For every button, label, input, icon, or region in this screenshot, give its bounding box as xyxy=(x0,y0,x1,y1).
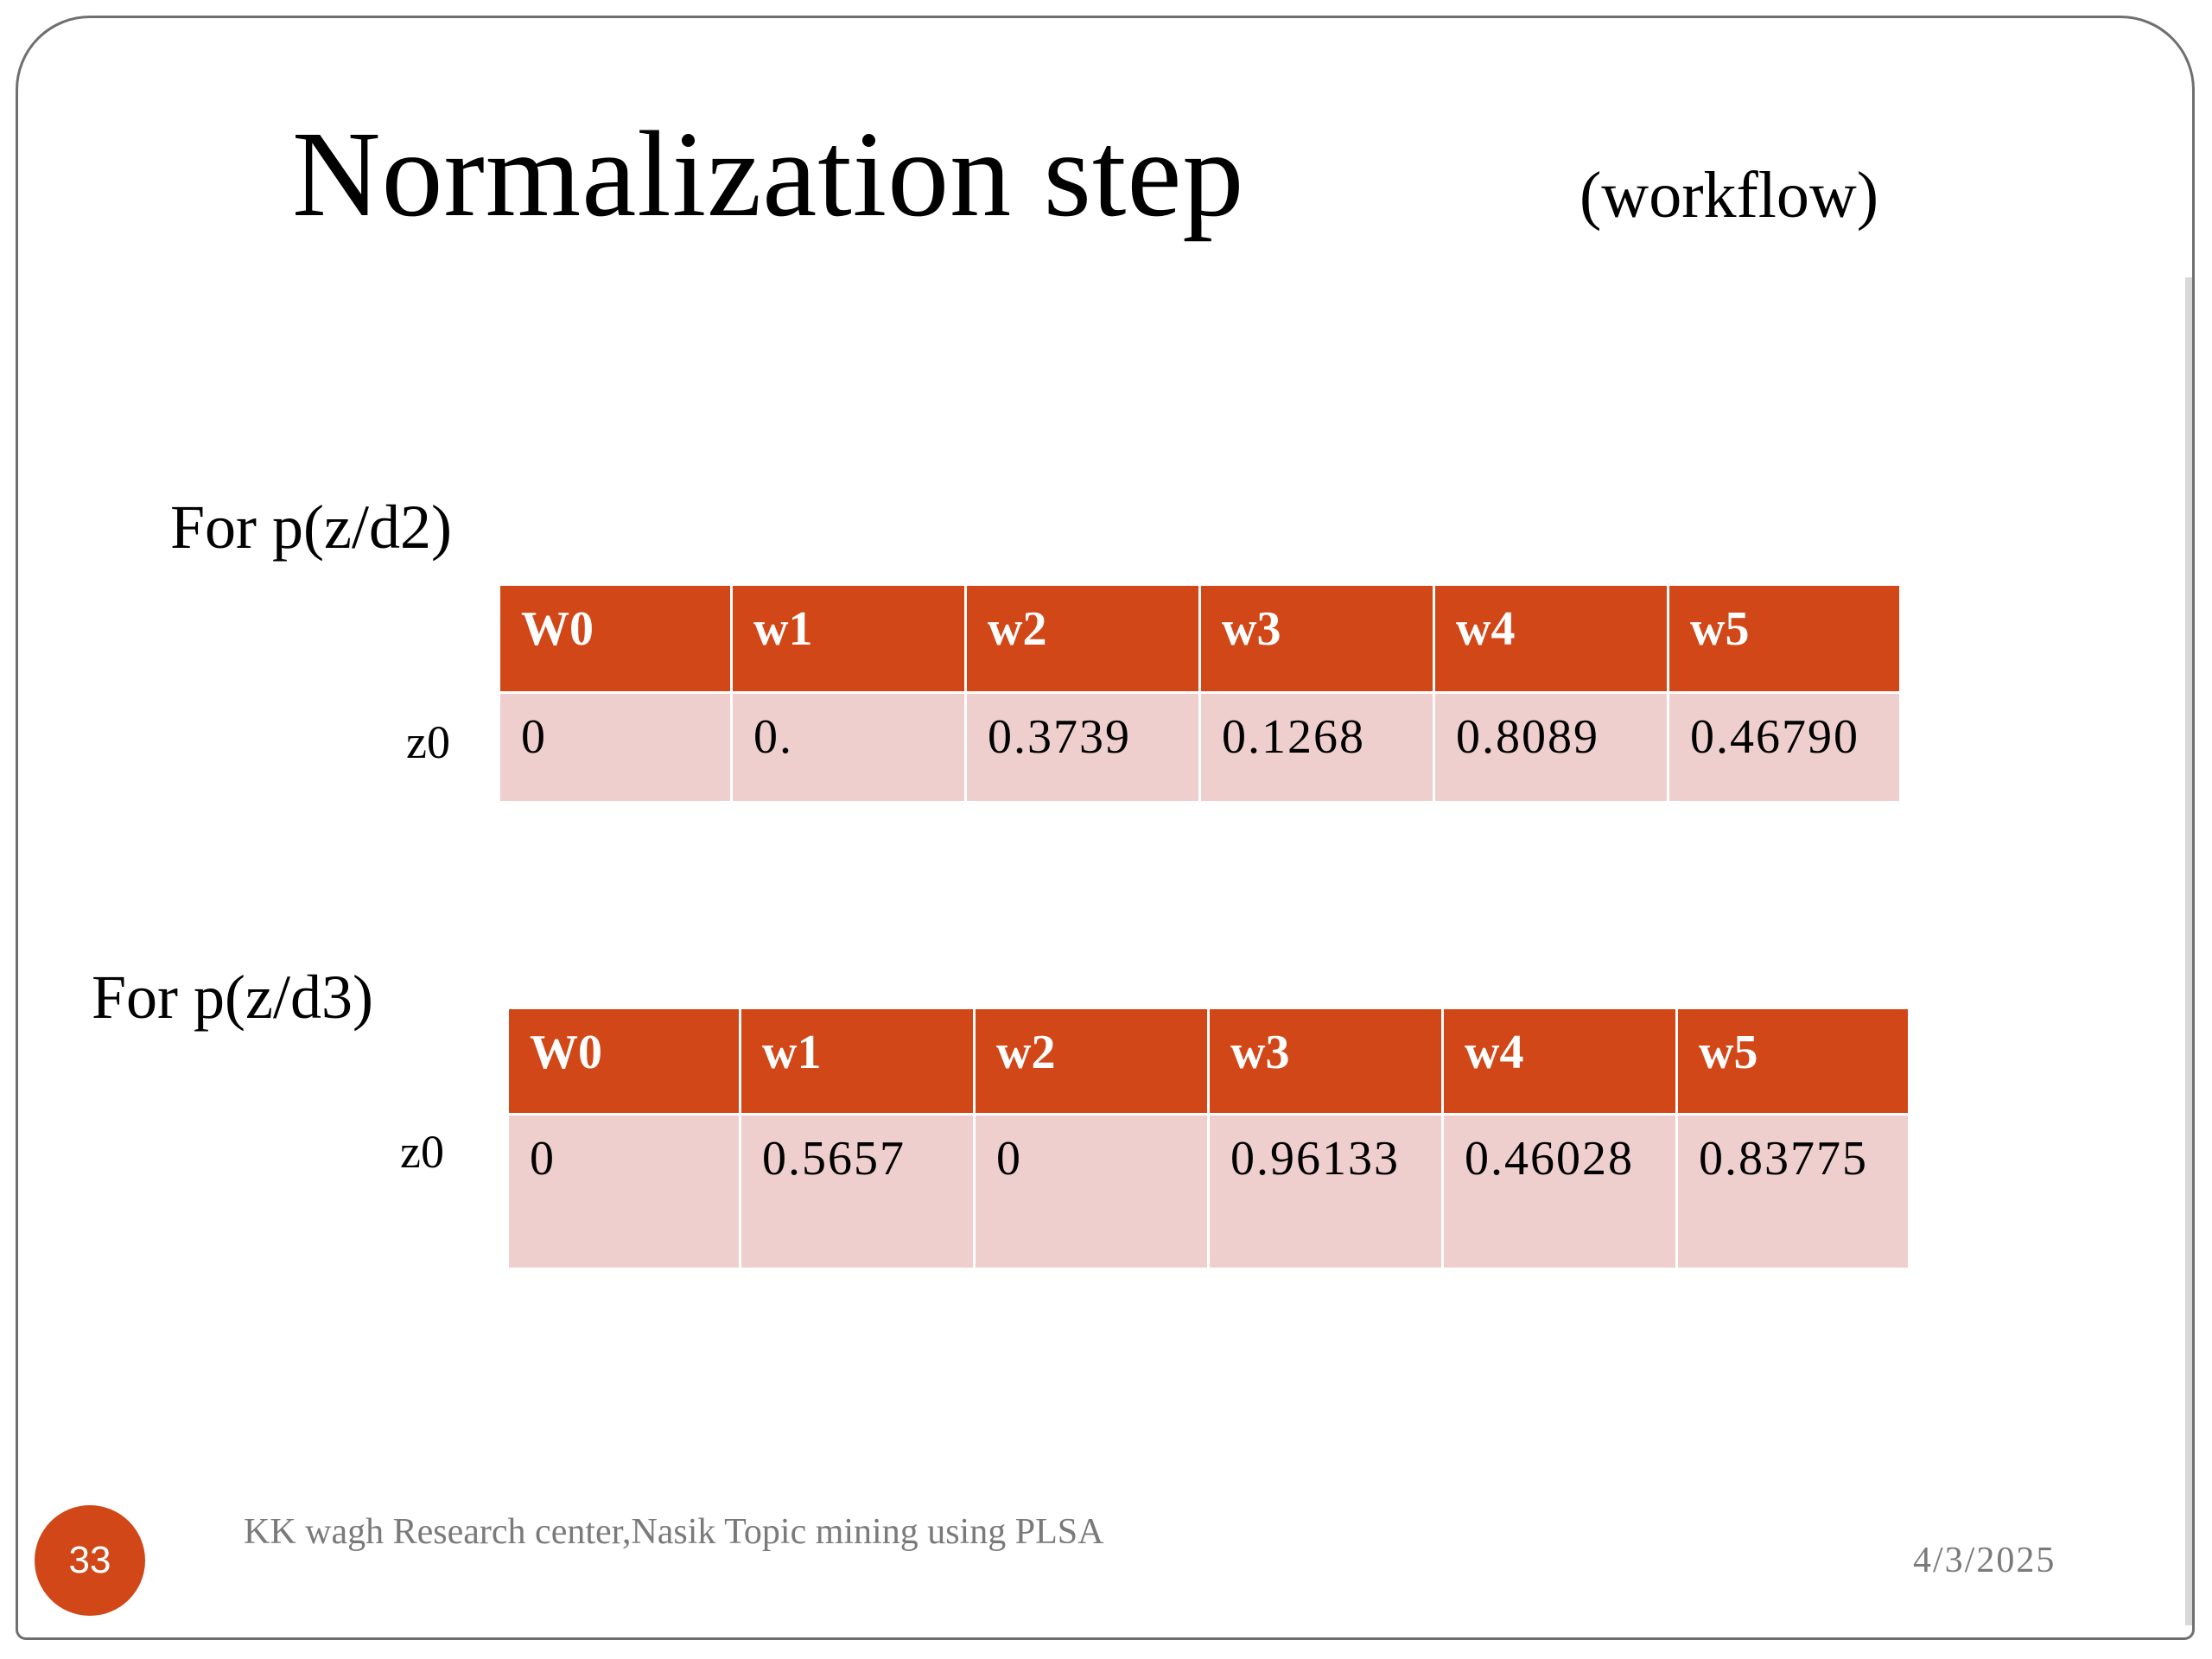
value-cell-w5: 0.83775 xyxy=(1678,1116,1908,1268)
header-cell-w3: w3 xyxy=(1201,586,1433,691)
value-cell-w5: 0.46790 xyxy=(1669,694,1899,801)
header-cell-w5: w5 xyxy=(1669,586,1899,691)
slide-frame xyxy=(16,16,2195,1640)
value-cell-w0: 0 xyxy=(509,1116,739,1268)
table-header-row: W0 w1 w2 w3 w4 w5 xyxy=(509,1009,1908,1113)
header-cell-w3: w3 xyxy=(1210,1009,1441,1113)
row-label-d3: z0 xyxy=(400,1126,444,1178)
header-cell-w0: W0 xyxy=(500,586,730,691)
footer-date: 4/3/2025 xyxy=(1913,1541,2056,1580)
table-pz-d2: W0 w1 w2 w3 w4 w5 0 0. 0.3739 0.1268 0.8… xyxy=(498,583,1902,804)
table-row: 0 0. 0.3739 0.1268 0.8089 0.46790 xyxy=(500,694,1899,801)
value-cell-w2: 0.3739 xyxy=(967,694,1198,801)
value-cell-w3: 0.1268 xyxy=(1201,694,1433,801)
section-label-d2: For p(z/d2) xyxy=(170,493,452,562)
table-header-row: W0 w1 w2 w3 w4 w5 xyxy=(500,586,1899,691)
header-cell-w2: w2 xyxy=(967,586,1198,691)
frame-accent-bar xyxy=(2185,277,2192,1625)
header-cell-w1: w1 xyxy=(741,1009,973,1113)
header-cell-w0: W0 xyxy=(509,1009,739,1113)
header-cell-w4: w4 xyxy=(1435,586,1667,691)
value-cell-w4: 0.8089 xyxy=(1435,694,1667,801)
header-cell-w5: w5 xyxy=(1678,1009,1908,1113)
table-row: 0 0.5657 0 0.96133 0.46028 0.83775 xyxy=(509,1116,1908,1268)
value-cell-w3: 0.96133 xyxy=(1210,1116,1441,1268)
header-cell-w2: w2 xyxy=(976,1009,1207,1113)
value-cell-w0: 0 xyxy=(500,694,730,801)
table-pz-d3: W0 w1 w2 w3 w4 w5 0 0.5657 0 0.96133 0.4… xyxy=(506,1007,1910,1270)
row-label-d2: z0 xyxy=(406,716,450,768)
page-number-badge: 33 xyxy=(35,1505,145,1616)
value-cell-w4: 0.46028 xyxy=(1444,1116,1675,1268)
footer-text: KK wagh Research center,Nasik Topic mini… xyxy=(244,1512,1104,1552)
value-cell-w1: 0. xyxy=(733,694,964,801)
section-label-d3: For p(z/d3) xyxy=(92,963,373,1032)
slide-subtitle: (workflow) xyxy=(1580,159,1879,232)
value-cell-w1: 0.5657 xyxy=(741,1116,973,1268)
slide-title: Normalization step xyxy=(292,105,1245,242)
header-cell-w1: w1 xyxy=(733,586,964,691)
value-cell-w2: 0 xyxy=(976,1116,1207,1268)
header-cell-w4: w4 xyxy=(1444,1009,1675,1113)
